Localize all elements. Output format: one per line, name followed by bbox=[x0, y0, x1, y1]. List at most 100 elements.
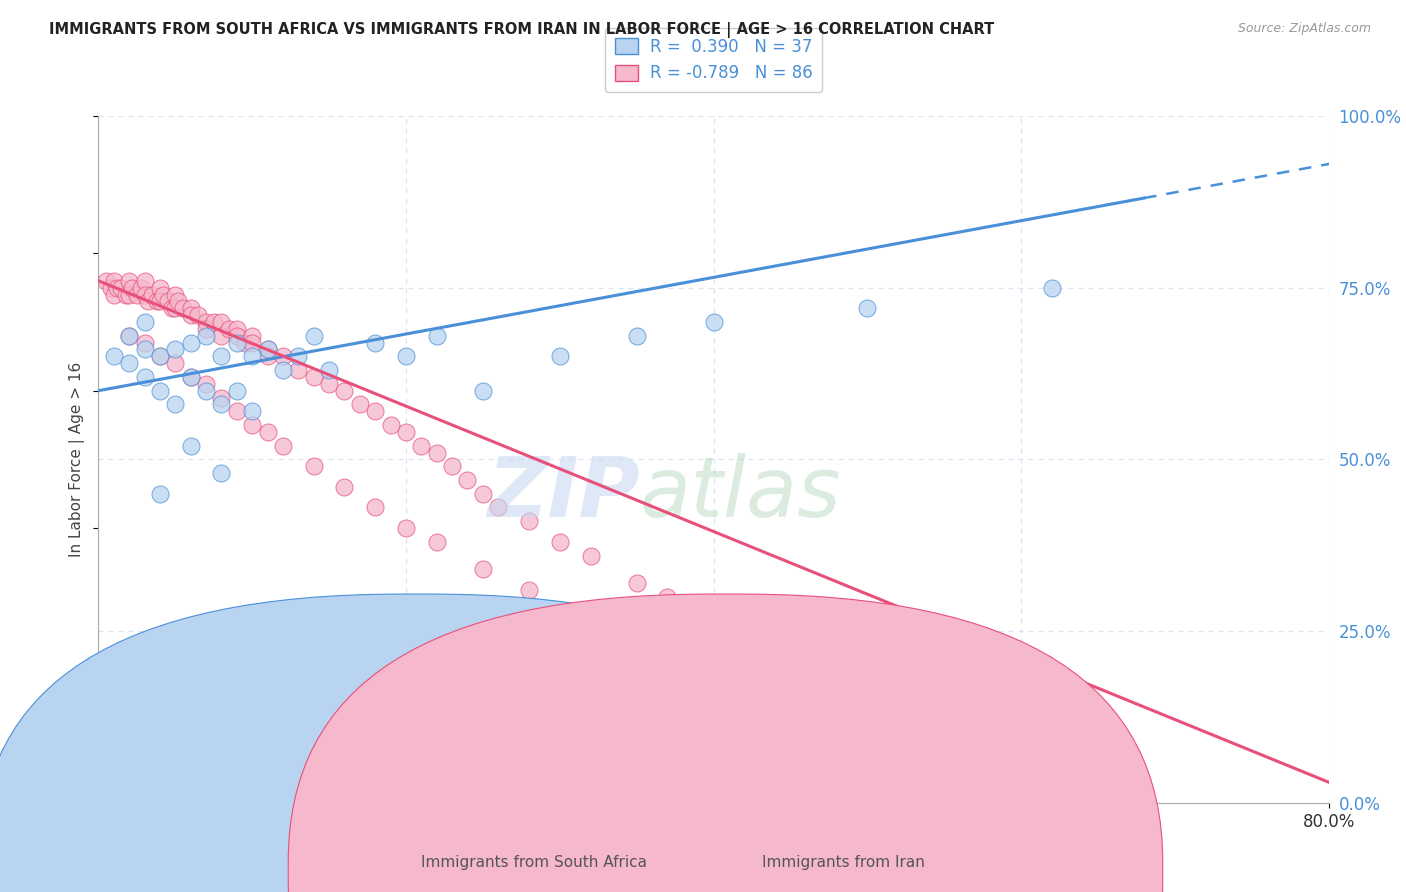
Point bbox=[195, 322, 218, 336]
Point bbox=[105, 281, 128, 295]
Point bbox=[426, 445, 449, 459]
Point bbox=[240, 417, 263, 433]
Point bbox=[302, 459, 325, 474]
Point bbox=[125, 287, 148, 301]
Point bbox=[364, 404, 387, 418]
Point bbox=[218, 322, 240, 336]
Point bbox=[121, 281, 143, 295]
Point bbox=[703, 315, 725, 329]
Point bbox=[149, 281, 172, 295]
Point bbox=[115, 287, 138, 301]
Point bbox=[225, 328, 247, 343]
Point bbox=[703, 617, 725, 632]
Point bbox=[240, 350, 263, 364]
Point bbox=[134, 343, 156, 357]
Point bbox=[167, 294, 190, 309]
Point bbox=[195, 384, 218, 398]
Point bbox=[195, 315, 218, 329]
Point bbox=[333, 480, 356, 494]
Point bbox=[187, 308, 209, 322]
Point bbox=[134, 370, 156, 384]
Point bbox=[517, 582, 540, 597]
Point bbox=[1087, 720, 1109, 734]
Point bbox=[256, 425, 278, 439]
Text: Immigrants from Iran: Immigrants from Iran bbox=[762, 855, 925, 870]
Point bbox=[240, 328, 263, 343]
Point bbox=[364, 500, 387, 515]
Point bbox=[118, 274, 141, 288]
Point bbox=[333, 384, 356, 398]
Point bbox=[180, 370, 202, 384]
Point bbox=[1040, 281, 1063, 295]
Point bbox=[349, 397, 371, 411]
Point bbox=[118, 328, 141, 343]
Point bbox=[100, 281, 122, 295]
Point bbox=[136, 294, 159, 309]
Point bbox=[165, 343, 187, 357]
Point bbox=[256, 350, 278, 364]
Point bbox=[517, 514, 540, 528]
Point bbox=[162, 301, 183, 316]
Point bbox=[110, 281, 132, 295]
Point bbox=[579, 610, 602, 624]
Point bbox=[165, 287, 187, 301]
Point bbox=[395, 521, 418, 535]
Point bbox=[118, 328, 141, 343]
Point bbox=[318, 363, 340, 377]
Point bbox=[211, 315, 233, 329]
Point bbox=[457, 473, 479, 487]
Point bbox=[426, 328, 449, 343]
Point bbox=[364, 335, 387, 350]
Point bbox=[471, 384, 494, 398]
Point bbox=[103, 274, 125, 288]
Point bbox=[180, 335, 202, 350]
Point bbox=[165, 397, 187, 411]
Point bbox=[287, 350, 309, 364]
Point bbox=[225, 384, 247, 398]
Point bbox=[149, 294, 172, 309]
Point bbox=[471, 562, 494, 576]
Point bbox=[271, 350, 294, 364]
Point bbox=[302, 370, 325, 384]
Point bbox=[256, 343, 278, 357]
Point bbox=[380, 417, 402, 433]
Point bbox=[271, 363, 294, 377]
Point bbox=[426, 534, 449, 549]
Point bbox=[94, 274, 117, 288]
Point bbox=[271, 439, 294, 453]
Point bbox=[180, 370, 202, 384]
Point bbox=[318, 376, 340, 391]
Point bbox=[131, 281, 153, 295]
Point bbox=[225, 335, 247, 350]
Point bbox=[134, 315, 156, 329]
Point bbox=[486, 500, 509, 515]
Point bbox=[240, 404, 263, 418]
Point bbox=[202, 315, 225, 329]
Point bbox=[626, 576, 648, 591]
Point bbox=[180, 301, 202, 316]
Point bbox=[856, 301, 879, 316]
Point bbox=[141, 287, 163, 301]
Point bbox=[180, 439, 202, 453]
Point bbox=[225, 322, 247, 336]
Point bbox=[225, 404, 247, 418]
Point bbox=[118, 287, 141, 301]
Point bbox=[156, 294, 179, 309]
Point bbox=[395, 425, 418, 439]
Point bbox=[149, 384, 172, 398]
Point bbox=[211, 397, 233, 411]
Point bbox=[103, 287, 125, 301]
Point bbox=[134, 287, 156, 301]
Point bbox=[548, 350, 571, 364]
Point bbox=[211, 328, 233, 343]
Point bbox=[441, 459, 464, 474]
Point bbox=[733, 631, 755, 645]
Point bbox=[302, 328, 325, 343]
Legend: R =  0.390   N = 37, R = -0.789   N = 86: R = 0.390 N = 37, R = -0.789 N = 86 bbox=[605, 29, 823, 93]
Point bbox=[411, 439, 433, 453]
Point bbox=[626, 328, 648, 343]
Point bbox=[146, 294, 169, 309]
Point bbox=[195, 328, 218, 343]
Text: Immigrants from South Africa: Immigrants from South Africa bbox=[422, 855, 647, 870]
Point bbox=[240, 335, 263, 350]
